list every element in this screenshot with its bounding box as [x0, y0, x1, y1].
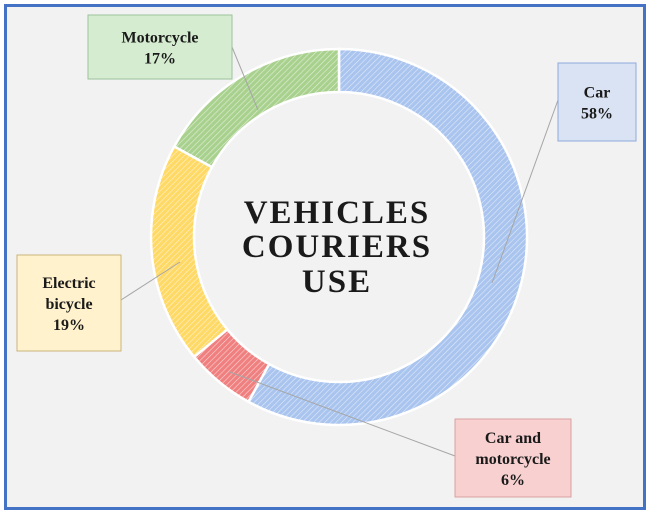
- chart-title-line-2: COURIERS: [242, 229, 432, 265]
- callout-box-motorcycle: [87, 14, 233, 80]
- leader-lines: [120, 46, 559, 457]
- leader-line-car: [491, 99, 559, 284]
- leader-line-car-and-motorcycle: [229, 371, 456, 457]
- callout-text-car-and-motorcycle-2: 6%: [501, 472, 525, 489]
- callout-text-car-0: Car: [584, 85, 611, 102]
- chart-title-line-1: VEHICLES: [244, 195, 431, 231]
- callout-box-electric-bicycle: [16, 254, 122, 352]
- chart-title-line-3: USE: [302, 264, 372, 300]
- callout-text-electric-bicycle-1: bicycle: [45, 296, 92, 313]
- callout-labels: Car 58% Car and motorcycle 6% Electric bicycle…: [16, 14, 637, 498]
- callout-electric-bicycle: Electric bicycle 19%: [16, 254, 122, 352]
- callout-box-car: [557, 62, 637, 142]
- donut-slices: [149, 47, 529, 427]
- callout-car: Car 58%: [557, 62, 637, 142]
- callout-text-electric-bicycle-0: Electric: [42, 275, 95, 292]
- leader-line-electric-bicycle: [120, 261, 181, 301]
- callout-text-electric-bicycle-2: 19%: [53, 317, 85, 334]
- callout-text-car-1: 58%: [581, 106, 613, 123]
- callout-car-and-motorcycle: Car and motorcycle 6%: [454, 418, 572, 498]
- callout-text-motorcycle-0: Motorcycle: [122, 30, 199, 47]
- slice-electric-bicycle: [149, 144, 230, 359]
- leader-line-motorcycle: [231, 46, 259, 111]
- callout-text-car-and-motorcycle-1: motorcycle: [475, 451, 550, 468]
- callout-text-motorcycle-1: 17%: [144, 51, 176, 68]
- callout-motorcycle: Motorcycle 17%: [87, 14, 233, 80]
- slice-motorcycle: [172, 47, 341, 169]
- callout-box-car-and-motorcycle: [454, 418, 572, 498]
- slice-car: [246, 47, 529, 427]
- callout-text-car-and-motorcycle-0: Car and: [485, 430, 541, 447]
